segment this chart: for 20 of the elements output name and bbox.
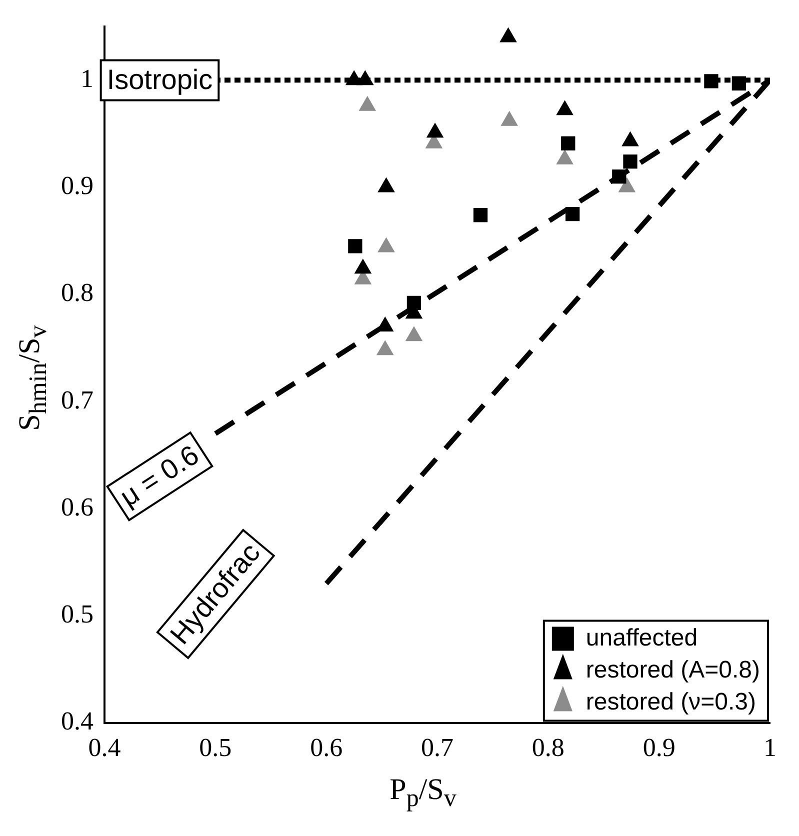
x-axis-title: P$_{p}$/S$_{v}$ [388,773,458,813]
y-tick-label: 1 [80,64,94,93]
annotation: μ = 0.6 [114,439,204,512]
x-tick-label: 0.4 [88,733,121,762]
x-tick-label: 0.7 [421,733,454,762]
y-tick-label: 0.7 [61,385,94,414]
y-tick-label: 0.6 [61,492,94,522]
legend-label: restored (ν=0.3) [586,688,756,716]
x-tick-label: 0.6 [310,733,343,762]
y-tick-label: 0.4 [61,706,94,736]
x-tick-label: 0.5 [199,733,232,762]
y-tick-label: 0.9 [61,171,94,200]
legend-label: restored (A=0.8) [586,656,760,684]
x-tick-label: 1 [764,733,776,762]
x-tick-label: 0.9 [642,733,676,762]
y-tick-label: 0.5 [61,600,94,629]
legend-label: unaffected [586,624,698,652]
y-tick-label: 0.8 [61,278,94,308]
x-tick-label: 0.8 [532,733,564,762]
annotation: Isotropic [106,64,213,95]
